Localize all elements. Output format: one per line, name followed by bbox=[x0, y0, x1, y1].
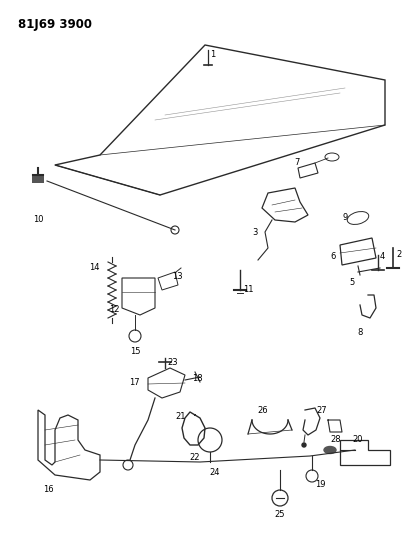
Ellipse shape bbox=[324, 447, 336, 454]
Text: 3: 3 bbox=[253, 228, 258, 237]
Text: 10: 10 bbox=[33, 215, 43, 224]
Text: 14: 14 bbox=[90, 263, 100, 272]
Bar bbox=[32, 175, 44, 183]
Text: 24: 24 bbox=[210, 468, 220, 477]
Text: 5: 5 bbox=[350, 278, 355, 287]
Text: 21: 21 bbox=[175, 412, 186, 421]
Text: 13: 13 bbox=[172, 272, 182, 281]
Text: 28: 28 bbox=[330, 435, 341, 444]
Text: 27: 27 bbox=[316, 406, 327, 415]
Text: 1: 1 bbox=[210, 50, 215, 59]
Text: 6: 6 bbox=[330, 252, 336, 261]
Text: 19: 19 bbox=[315, 480, 326, 489]
Text: 22: 22 bbox=[189, 453, 200, 462]
Text: 8: 8 bbox=[357, 328, 363, 337]
Text: 23: 23 bbox=[167, 358, 178, 367]
Text: 15: 15 bbox=[130, 347, 140, 356]
Text: 12: 12 bbox=[109, 305, 120, 314]
Circle shape bbox=[302, 443, 306, 447]
Text: 7: 7 bbox=[295, 158, 300, 167]
Text: 17: 17 bbox=[129, 378, 140, 387]
Text: 2: 2 bbox=[396, 250, 401, 259]
Text: 4: 4 bbox=[380, 252, 385, 261]
Text: 20: 20 bbox=[353, 435, 363, 444]
Text: 9: 9 bbox=[343, 213, 348, 222]
Text: 25: 25 bbox=[275, 510, 285, 519]
Text: 26: 26 bbox=[258, 406, 268, 415]
Text: 11: 11 bbox=[243, 285, 254, 294]
Text: 81J69 3900: 81J69 3900 bbox=[18, 18, 92, 31]
Text: 18: 18 bbox=[192, 374, 203, 383]
Text: 16: 16 bbox=[43, 485, 53, 494]
